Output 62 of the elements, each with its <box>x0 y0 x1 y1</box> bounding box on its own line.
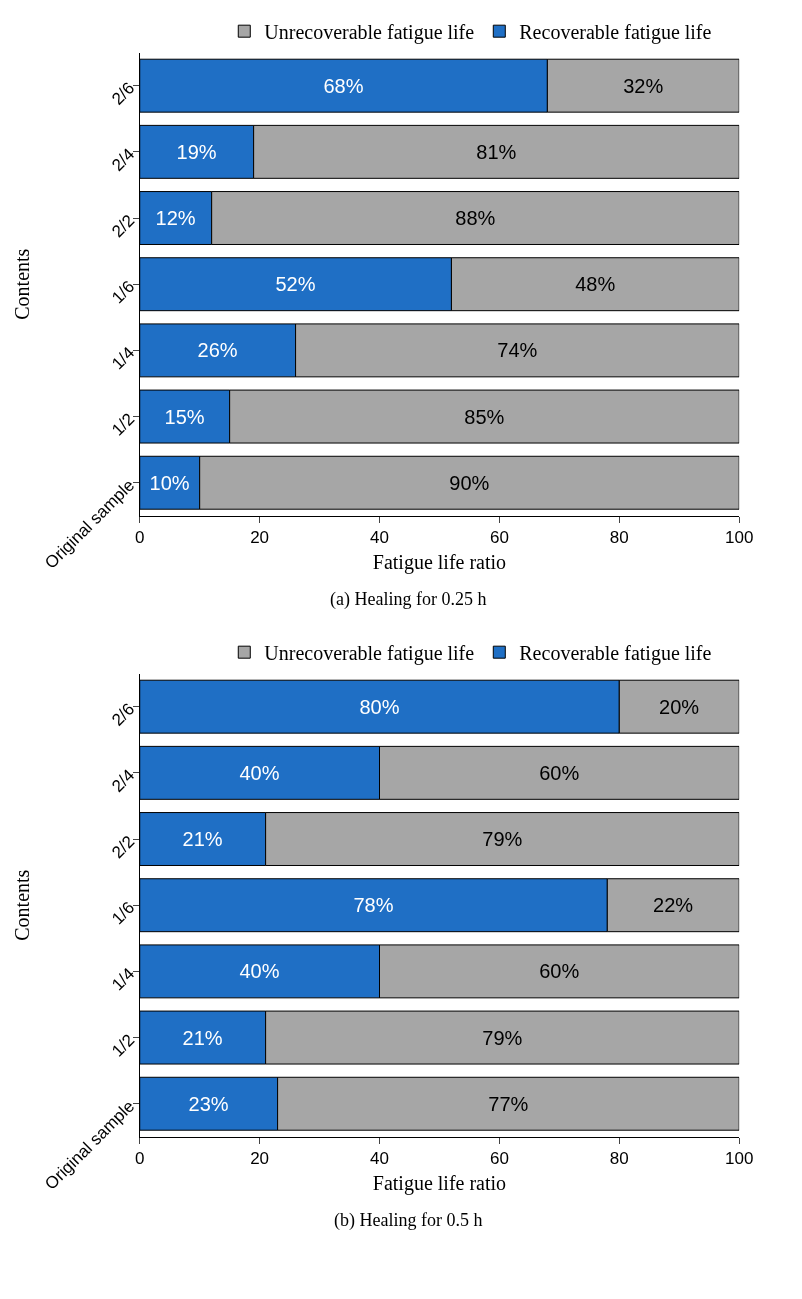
data-label: 52% <box>275 273 316 296</box>
data-label: 60% <box>539 960 580 983</box>
data-label: 23% <box>188 1092 229 1115</box>
data-label: 74% <box>497 339 538 362</box>
y-tick-label: 1/4 <box>108 964 139 995</box>
data-label: 40% <box>239 960 280 983</box>
data-label: 19% <box>176 140 217 163</box>
y-axis-title: Contents <box>10 869 33 941</box>
x-tick-label: 80 <box>609 1149 629 1169</box>
data-label: 88% <box>455 207 496 230</box>
data-label: 21% <box>182 1026 223 1049</box>
x-axis-title: Fatigue life ratio <box>372 550 507 574</box>
data-label: 78% <box>353 894 394 917</box>
data-label: 22% <box>653 894 694 917</box>
x-tick-label: 0 <box>135 528 145 548</box>
data-label: 85% <box>464 405 505 428</box>
y-tick-label: 2/4 <box>108 765 139 796</box>
legend-label: Unrecoverable fatigue life <box>264 641 475 665</box>
y-tick-label: 2/6 <box>108 699 139 730</box>
x-axis-title: Fatigue life ratio <box>372 1171 507 1195</box>
y-tick-label: 2/4 <box>108 144 139 175</box>
x-tick-label: 80 <box>609 528 629 548</box>
data-label: 80% <box>359 695 400 718</box>
data-label: 60% <box>539 761 580 784</box>
legend-label: Unrecoverable fatigue life <box>264 20 475 44</box>
data-label: 79% <box>482 1026 523 1049</box>
data-label: 77% <box>488 1092 529 1115</box>
x-tick-label: 20 <box>250 528 270 548</box>
y-tick-label: 2/6 <box>108 78 139 109</box>
data-label: 40% <box>239 761 280 784</box>
data-label: 26% <box>197 339 238 362</box>
data-label: 15% <box>164 405 205 428</box>
x-tick-label: 100 <box>724 528 754 548</box>
x-tick-label: 60 <box>489 1149 509 1169</box>
x-tick-label: 40 <box>370 528 389 548</box>
x-tick-label: 100 <box>724 1149 754 1169</box>
data-label: 20% <box>659 695 700 718</box>
legend-label: Recoverable fatigue life <box>519 641 712 665</box>
data-label: 48% <box>575 273 616 296</box>
x-tick-label: 20 <box>250 1149 270 1169</box>
data-label: 10% <box>149 471 190 494</box>
legend-label: Recoverable fatigue life <box>519 20 712 44</box>
y-tick-label: 1/6 <box>108 277 139 308</box>
data-label: 21% <box>182 828 223 851</box>
data-label: 32% <box>623 74 664 97</box>
y-tick-label: 1/4 <box>108 343 139 374</box>
y-tick-label: 2/2 <box>108 210 139 242</box>
y-tick-label: 1/2 <box>108 1030 139 1061</box>
data-label: 90% <box>449 471 490 494</box>
text: (b) Healing for 0.5 h <box>334 1210 483 1231</box>
x-tick-label: 60 <box>489 528 509 548</box>
y-tick-label: 1/2 <box>108 409 139 440</box>
x-tick-label: 0 <box>135 1149 145 1169</box>
y-axis-title: Contents <box>10 248 33 320</box>
data-label: 81% <box>476 140 517 163</box>
text: (a) Healing for 0.25 h <box>330 589 487 610</box>
data-label: 79% <box>482 828 523 851</box>
x-tick-label: 40 <box>370 1149 389 1169</box>
y-tick-label: 2/2 <box>108 831 139 863</box>
data-label: 12% <box>155 207 196 230</box>
data-label: 68% <box>323 74 364 97</box>
y-tick-label: 1/6 <box>108 898 139 929</box>
